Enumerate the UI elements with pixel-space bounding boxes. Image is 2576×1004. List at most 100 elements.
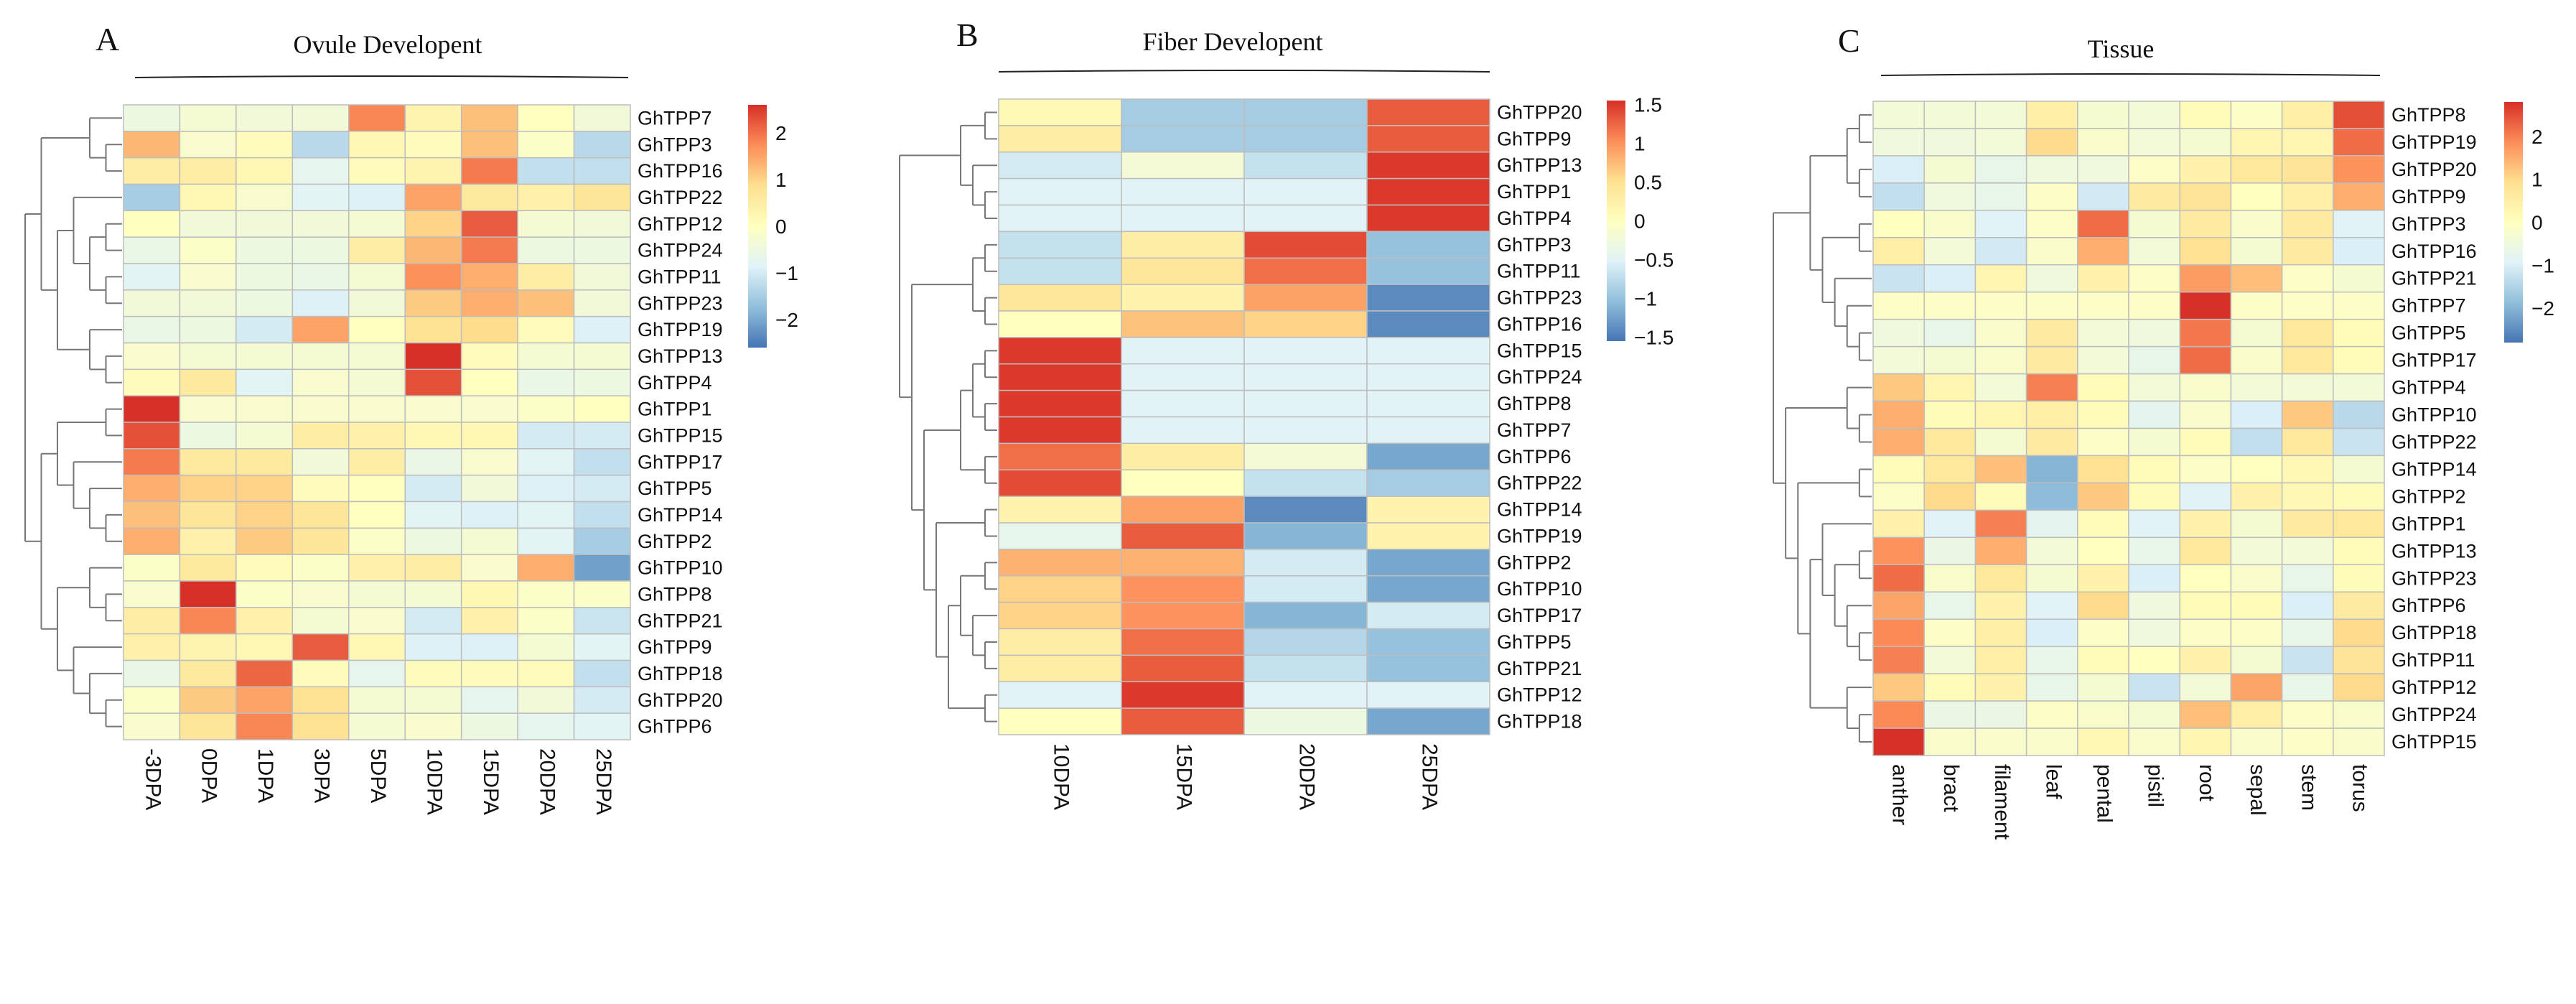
row-label: GhTPP18 bbox=[638, 663, 723, 684]
heatmap-cell bbox=[2025, 509, 2078, 539]
heatmap-cell bbox=[291, 448, 350, 476]
row-label: GhTPP15 bbox=[638, 424, 723, 446]
heatmap-cell bbox=[2179, 427, 2232, 457]
dendrogram-branch bbox=[40, 137, 90, 291]
heatmap-cell bbox=[2281, 700, 2334, 729]
heatmap-cell bbox=[517, 633, 575, 661]
heatmap-cell bbox=[1872, 101, 1925, 129]
heatmap-cell bbox=[1366, 575, 1490, 603]
dendrogram-branch bbox=[1858, 332, 1872, 361]
row-label: GhTPP21 bbox=[2391, 268, 2477, 289]
heatmap-cell bbox=[235, 474, 294, 503]
heatmap-cell bbox=[2230, 482, 2283, 511]
heatmap-cell bbox=[1974, 427, 2027, 457]
heatmap-cell bbox=[2179, 700, 2232, 729]
row-label: GhTPP18 bbox=[1497, 711, 1582, 733]
heatmap-cell bbox=[998, 152, 1122, 180]
row-label: GhTPP24 bbox=[1497, 366, 1582, 388]
heatmap-cell bbox=[998, 257, 1122, 285]
heatmap-cell bbox=[2077, 673, 2129, 702]
heatmap-cell bbox=[2333, 700, 2385, 729]
heatmap-panel-b: GhTPP20GhTPP9GhTPP13GhTPP1GhTPP4GhTPP3Gh… bbox=[899, 70, 1674, 810]
heatmap-cell bbox=[2128, 482, 2180, 511]
dendrogram-branch bbox=[1773, 212, 1811, 484]
heatmap-cell bbox=[1974, 536, 2027, 566]
column-label: filament bbox=[1990, 764, 2014, 840]
heatmap-cell bbox=[2179, 237, 2232, 266]
dendrogram-branch bbox=[1821, 236, 1859, 303]
heatmap-cell bbox=[460, 474, 518, 503]
heatmap-cell bbox=[998, 575, 1122, 603]
heatmap-cell bbox=[1366, 152, 1490, 180]
legend-tick-label: 0.5 bbox=[1634, 171, 1662, 193]
heatmap-cell bbox=[573, 315, 631, 344]
heatmap-cell bbox=[1121, 522, 1245, 550]
heatmap-cell bbox=[1974, 591, 2027, 620]
row-label: GhTPP9 bbox=[2391, 186, 2466, 208]
heatmap-cell bbox=[2179, 264, 2232, 293]
heatmap-cell bbox=[2077, 455, 2129, 484]
dendrogram-branch bbox=[1834, 277, 1872, 327]
heatmap-cell bbox=[517, 131, 575, 159]
heatmap-cell bbox=[179, 183, 237, 212]
row-label: GhTPP3 bbox=[2391, 213, 2466, 235]
row-label: GhTPP3 bbox=[1497, 234, 1572, 256]
heatmap-cell bbox=[998, 231, 1122, 259]
heatmap-cell bbox=[1923, 264, 1977, 293]
heatmap-cell bbox=[1923, 345, 1977, 375]
row-label: GhTPP10 bbox=[1497, 578, 1582, 600]
heatmap-cell bbox=[998, 601, 1122, 630]
heatmap-cell bbox=[404, 263, 462, 291]
heatmap-cell bbox=[2281, 237, 2334, 266]
dendrogram-branch bbox=[1858, 632, 1872, 661]
heatmap-cell bbox=[291, 607, 350, 635]
dendrogram-branch bbox=[1858, 414, 1872, 443]
heatmap-cell bbox=[1366, 204, 1490, 233]
heatmap-cell bbox=[179, 210, 237, 238]
heatmap-cell bbox=[1121, 310, 1245, 338]
heatmap-cell bbox=[2025, 182, 2078, 211]
row-label: GhTPP17 bbox=[638, 451, 723, 473]
dendrogram-branch bbox=[73, 646, 122, 694]
heatmap-cell bbox=[235, 633, 294, 661]
heatmap-cell bbox=[1923, 591, 1977, 620]
column-label: torus bbox=[2348, 764, 2371, 812]
heatmap-cell bbox=[235, 210, 294, 238]
heatmap-cell bbox=[1366, 231, 1490, 259]
heatmap-cell bbox=[404, 554, 462, 582]
row-label: GhTPP2 bbox=[2391, 485, 2466, 507]
heatmap-cell bbox=[2333, 646, 2385, 674]
heatmap-cell bbox=[1872, 291, 1925, 320]
heatmap-cell bbox=[1121, 681, 1245, 709]
heatmap-cell bbox=[460, 368, 518, 396]
heatmap-cell bbox=[1243, 310, 1368, 338]
heatmap-cell bbox=[348, 315, 406, 344]
heatmap-cell bbox=[2128, 264, 2180, 293]
heatmap-cell bbox=[235, 607, 294, 635]
heatmap-cell bbox=[517, 686, 575, 714]
heatmap-cell bbox=[2230, 673, 2283, 702]
heatmap-cell bbox=[1243, 231, 1368, 259]
heatmap-cell bbox=[235, 157, 294, 185]
heatmap-cell bbox=[2077, 345, 2129, 375]
heatmap-cell bbox=[123, 659, 181, 688]
heatmap-cell bbox=[2179, 101, 2232, 129]
heatmap-cell bbox=[291, 422, 350, 450]
heatmap-cell bbox=[460, 554, 518, 582]
heatmap-cell bbox=[2230, 427, 2283, 457]
heatmap-cell bbox=[1872, 455, 1925, 484]
heatmap-cell bbox=[2281, 210, 2334, 238]
heatmap-cell bbox=[2281, 155, 2334, 184]
dendrogram-branch bbox=[984, 111, 997, 140]
row-label: GhTPP13 bbox=[2391, 540, 2477, 562]
heatmap-cell bbox=[573, 474, 631, 503]
heatmap-cell bbox=[2281, 455, 2334, 484]
heatmap-cell bbox=[998, 177, 1122, 206]
heatmap-cell bbox=[2230, 646, 2283, 674]
heatmap-cell bbox=[573, 263, 631, 291]
heatmap-cell bbox=[2179, 728, 2232, 756]
heatmap-cell bbox=[1872, 482, 1925, 511]
heatmap-cell bbox=[348, 659, 406, 688]
row-label: GhTPP23 bbox=[638, 292, 723, 314]
heatmap-cell bbox=[123, 712, 181, 740]
